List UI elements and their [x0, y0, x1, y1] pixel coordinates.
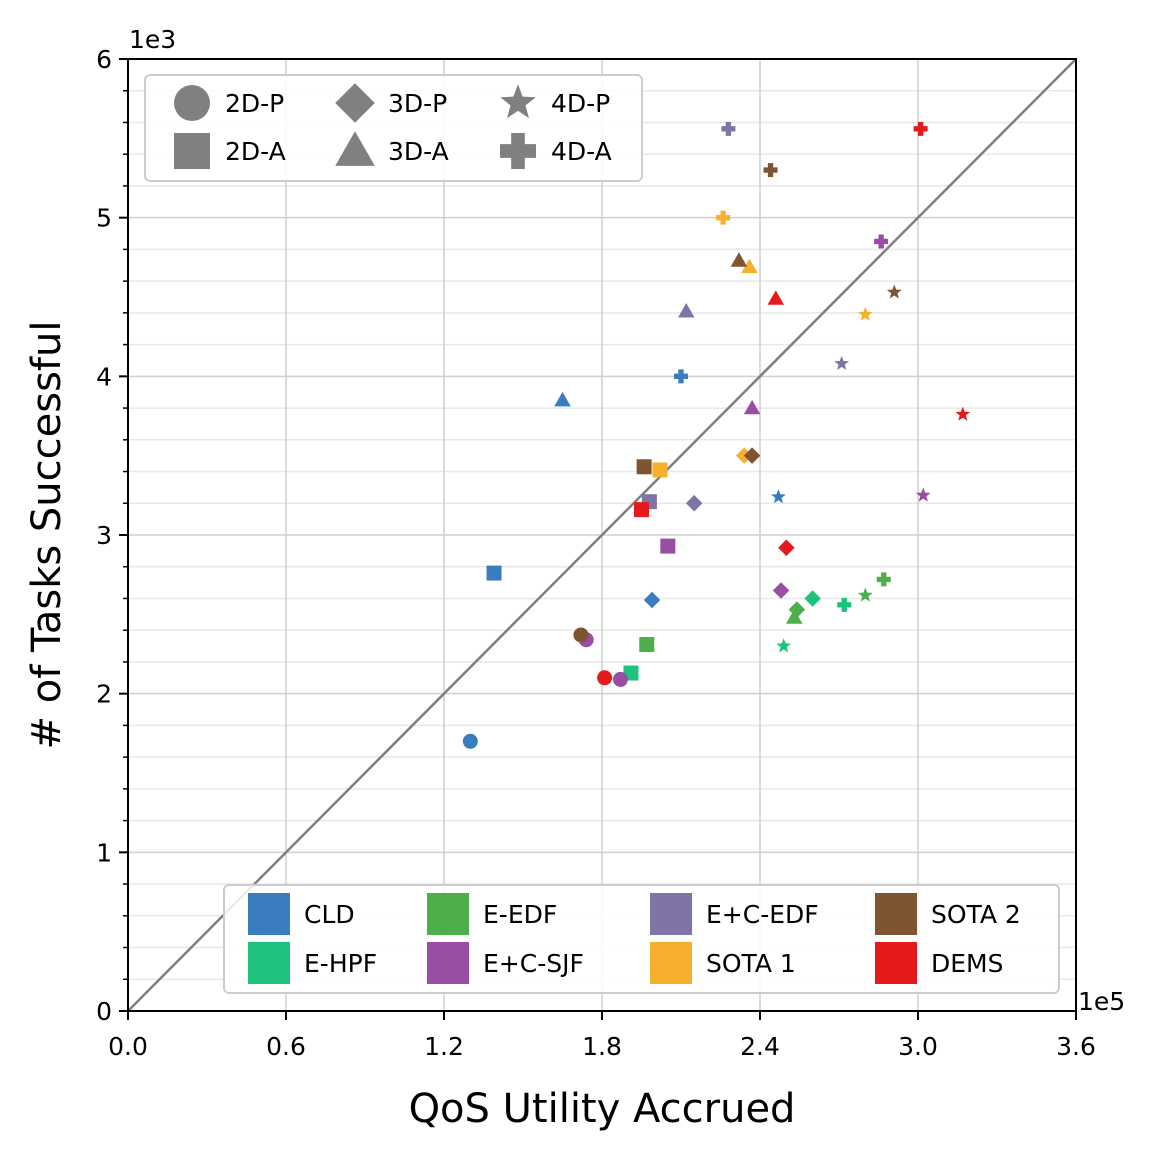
color-legend-label: E+C-EDF	[706, 900, 819, 929]
point-sota-2-triangle	[730, 252, 748, 267]
point-e-c-edf-plus	[721, 121, 736, 136]
point-e-edf-plus	[876, 572, 891, 587]
legend-swatch	[875, 893, 917, 935]
color-legend-label: E+C-SJF	[483, 949, 584, 978]
y-axis-title: # of Tasks Successful	[24, 321, 70, 750]
x-tick-label: 3.6	[1056, 1032, 1096, 1061]
point-dems-plus	[913, 121, 928, 136]
point-sota-2-plus	[763, 163, 778, 178]
point-e-c-sjf-triangle	[743, 399, 761, 415]
point-e-c-edf-star	[834, 355, 850, 370]
point-cld-star	[771, 489, 786, 504]
point-dems-square	[634, 502, 649, 518]
point-e-edf-square	[639, 636, 655, 652]
axis-ticks: 0.0 0.6 1.2 1.8 2.4 3.0 3.6 0 1 2 3 4 5 6	[96, 45, 1096, 1061]
legend-circle-icon	[174, 85, 210, 121]
legend-star-icon	[500, 84, 536, 119]
color-legend-label: SOTA 2	[931, 900, 1021, 929]
point-sota-1-square	[652, 462, 668, 478]
point-e-c-sjf-plus	[874, 234, 889, 249]
point-cld-circle	[462, 733, 478, 749]
legend-swatch	[427, 942, 469, 984]
color-legend-label: CLD	[304, 900, 355, 929]
shape-legend-label: 3D-P	[388, 89, 447, 118]
point-dems-diamond	[778, 539, 795, 556]
point-dems-triangle	[767, 290, 785, 305]
point-e-hpf-star	[776, 638, 792, 653]
diagonal-reference-line	[127, 58, 1077, 1012]
color-legend-label: SOTA 1	[706, 949, 796, 978]
point-e-c-sjf-square	[660, 538, 676, 554]
shape-legend-label: 3D-A	[388, 137, 449, 166]
point-cld-diamond	[643, 591, 661, 609]
color-legend-label: E-HPF	[304, 949, 377, 978]
shape-legend: 2D-P 2D-A 3D-P 3D-A 4D-P 4D-A	[144, 74, 643, 182]
x-tick-label: 3.0	[898, 1032, 938, 1061]
x-tick-label: 2.4	[740, 1032, 780, 1061]
point-sota-1-triangle	[741, 258, 758, 274]
x-tick-label: 1.2	[424, 1032, 464, 1061]
point-e-c-edf-diamond	[685, 495, 703, 512]
point-sota-2-circle	[573, 627, 589, 643]
y-tick-label: 3	[96, 521, 112, 550]
point-sota-2-diamond	[743, 447, 761, 464]
y-tick-label: 2	[96, 680, 112, 709]
shape-legend-label: 4D-A	[551, 137, 612, 166]
y-tick-label: 4	[96, 362, 112, 391]
point-sota-2-star	[886, 284, 902, 299]
point-e-hpf-diamond	[804, 590, 821, 607]
legend-swatch	[248, 942, 290, 984]
point-e-c-sjf-circle	[612, 671, 628, 687]
x-axis-title: QoS Utility Accrued	[409, 1086, 796, 1132]
point-e-edf-triangle	[785, 609, 803, 624]
legend-swatch	[427, 893, 469, 935]
x-multiplier: 1e5	[1078, 987, 1125, 1016]
legend-swatch	[248, 893, 290, 935]
y-tick-label: 6	[96, 45, 112, 74]
point-sota-1-star	[857, 306, 873, 321]
point-sota-2-square	[636, 459, 652, 475]
legend-swatch	[650, 893, 692, 935]
y-multiplier: 1e3	[129, 25, 176, 54]
point-sota-1-plus	[716, 210, 731, 225]
color-legend: CLD E-HPF E-EDF E+C-SJF E+C-EDF SOTA 1 SOTA 2 D…	[223, 884, 1060, 994]
legend-diamond-icon	[335, 83, 375, 123]
color-legend-label: E-EDF	[483, 900, 557, 929]
point-e-c-sjf-diamond	[772, 582, 790, 599]
x-tick-label: 1.8	[582, 1032, 622, 1061]
data-points	[462, 121, 971, 749]
x-tick-label: 0.0	[108, 1032, 148, 1061]
point-cld-square	[486, 565, 502, 581]
point-e-hpf-plus	[837, 597, 852, 612]
shape-legend-label: 4D-P	[551, 89, 610, 118]
y-tick-label: 0	[96, 997, 112, 1026]
point-e-c-edf-triangle	[678, 303, 695, 318]
point-e-c-sjf-star	[915, 487, 931, 502]
legend-plus-icon	[500, 133, 536, 169]
point-e-edf-star	[857, 587, 873, 602]
point-cld-plus	[674, 369, 688, 384]
y-tick-label: 1	[96, 838, 112, 867]
legend-triangle-icon	[335, 131, 375, 166]
shape-legend-label: 2D-P	[225, 89, 284, 118]
legend-swatch	[650, 942, 692, 984]
legend-swatch	[875, 942, 917, 984]
color-legend-label: DEMS	[931, 949, 1004, 978]
point-cld-triangle	[554, 391, 571, 407]
point-dems-star	[955, 406, 971, 421]
legend-square-icon	[174, 133, 210, 169]
shape-legend-label: 2D-A	[225, 137, 286, 166]
x-tick-label: 0.6	[266, 1032, 306, 1061]
point-dems-circle	[597, 670, 613, 686]
y-tick-label: 5	[96, 204, 112, 233]
